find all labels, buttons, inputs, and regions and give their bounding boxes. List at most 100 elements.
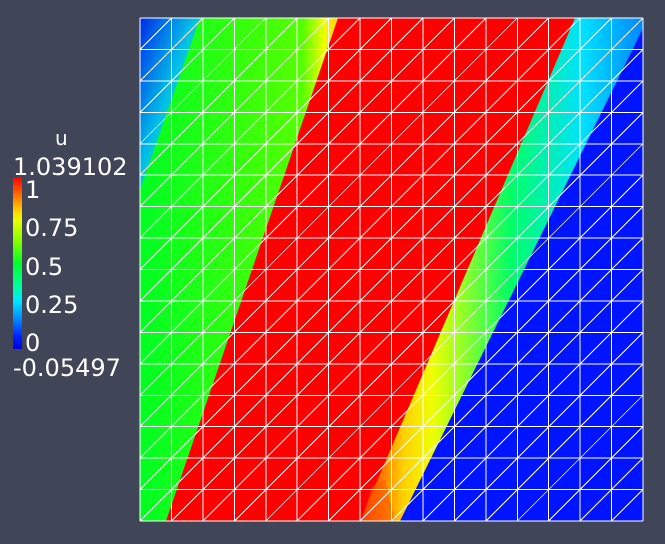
mesh-diagonal-line: [422, 269, 455, 302]
mesh-diagonal-line: [485, 143, 518, 176]
mesh-diagonal-line: [359, 237, 392, 270]
mesh-diagonal-line: [359, 143, 392, 176]
mesh-diagonal-line: [579, 143, 612, 176]
mesh-diagonal-line: [202, 111, 235, 145]
mesh-diagonal-line: [548, 426, 581, 459]
blue-region: [400, 28, 643, 521]
mesh-diagonal-line: [171, 111, 204, 145]
mesh-diagonal-line: [202, 457, 235, 490]
mesh-diagonal-line: [233, 111, 267, 145]
mesh-diagonal-line: [611, 394, 644, 428]
mesh-diagonal-line: [422, 237, 455, 270]
mesh-diagonal-line: [485, 49, 518, 82]
mesh-diagonal-line: [485, 111, 518, 145]
mesh-diagonal-line: [579, 174, 612, 207]
mesh-diagonal-line: [611, 49, 644, 82]
mesh-diagonal-line: [359, 426, 392, 459]
top-left-corner: [140, 18, 200, 190]
mesh-diagonal-line: [454, 457, 487, 490]
mesh-diagonal-line: [391, 269, 424, 302]
mesh-diagonal-line: [485, 332, 518, 365]
mesh-diagonal-line: [548, 17, 581, 50]
mesh-diagonal-line: [611, 332, 644, 365]
mesh-diagonal-line: [516, 174, 550, 207]
mesh-diagonal-line: [391, 111, 424, 145]
mesh-diagonal-line: [202, 363, 235, 396]
mesh-diagonal-line: [611, 489, 644, 522]
mesh-diagonal-line: [579, 394, 612, 428]
mesh-diagonal-line: [485, 17, 518, 50]
mesh-diagonal-line: [233, 332, 267, 365]
mesh-diagonal-line: [548, 111, 581, 145]
mesh-diagonal-line: [485, 489, 518, 522]
mesh-diagonal-line: [579, 332, 612, 365]
mesh-diagonal-line: [485, 394, 518, 428]
mesh-diagonal-line: [611, 300, 644, 333]
mesh-diagonal-line: [516, 363, 550, 396]
mesh-diagonal-line: [233, 269, 267, 302]
mesh-diagonal-line: [265, 206, 298, 239]
mesh-diagonal-line: [296, 332, 329, 365]
mesh-diagonal-line: [454, 300, 487, 333]
mesh-diagonal-line: [579, 17, 612, 50]
mesh-diagonal-line: [611, 363, 644, 396]
mesh-diagonal-line: [391, 174, 424, 207]
mesh-diagonal-line: [516, 80, 550, 113]
mesh-diagonal-line: [579, 426, 612, 459]
mesh-diagonal-line: [485, 80, 518, 113]
mesh-diagonal-line: [359, 457, 392, 490]
mesh-diagonal-line: [391, 332, 424, 365]
mesh-diagonal-line: [611, 426, 644, 459]
mesh-diagonal-line: [202, 206, 235, 239]
mesh-diagonal-line: [454, 237, 487, 270]
mesh-diagonal-line: [391, 426, 424, 459]
mesh-diagonal-line: [391, 363, 424, 396]
mesh-diagonal-line: [548, 332, 581, 365]
mesh-diagonal-line: [139, 80, 172, 113]
mesh-diagonal-line: [454, 80, 487, 113]
mesh-diagonal-line: [391, 489, 424, 522]
mesh-diagonal-line: [202, 269, 235, 302]
mesh-diagonal-line: [296, 300, 329, 333]
legend-tick: 0: [25, 329, 41, 357]
mesh-diagonal-line: [328, 174, 361, 207]
mesh-diagonal-line: [265, 426, 298, 459]
mesh-diagonal-line: [139, 143, 172, 176]
mesh-diagonal-line: [328, 206, 361, 239]
mesh-diagonal-line: [265, 49, 298, 82]
mesh-diagonal-line: [296, 80, 329, 113]
mesh-diagonal-line: [391, 143, 424, 176]
mesh-diagonal-line: [485, 300, 518, 333]
mesh-diagonal-line: [233, 426, 267, 459]
mesh-diagonal-line: [611, 143, 644, 176]
mesh-diagonal-line: [296, 143, 329, 176]
mesh-diagonal-line: [516, 111, 550, 145]
mesh-diagonal-line: [139, 426, 172, 459]
mesh-diagonal-line: [611, 111, 644, 145]
mesh-diagonal-line: [171, 426, 204, 459]
mesh-diagonal-line: [548, 174, 581, 207]
mesh-diagonal-line: [516, 457, 550, 490]
mesh-diagonal-line: [328, 80, 361, 113]
mesh-diagonal-line: [139, 363, 172, 396]
mesh-diagonal-line: [328, 49, 361, 82]
mesh-diagonal-line: [454, 489, 487, 522]
mesh-diagonal-line: [422, 17, 455, 50]
mesh-diagonal-line: [391, 80, 424, 113]
mesh-diagonal-line: [516, 17, 550, 50]
mesh-diagonal-line: [139, 394, 172, 428]
mesh-diagonal-line: [202, 426, 235, 459]
mesh-diagonal-line: [139, 489, 172, 522]
mesh-diagonal-line: [265, 269, 298, 302]
mesh-diagonal-line: [296, 111, 329, 145]
mesh-diagonal-line: [516, 269, 550, 302]
mesh-diagonal-line: [359, 174, 392, 207]
mesh-diagonal-line: [328, 394, 361, 428]
mesh-diagonal-line: [265, 143, 298, 176]
mesh-diagonal-line: [328, 489, 361, 522]
mesh-diagonal-line: [579, 80, 612, 113]
mesh-diagonal-line: [548, 269, 581, 302]
mesh-diagonal-line: [171, 237, 204, 270]
